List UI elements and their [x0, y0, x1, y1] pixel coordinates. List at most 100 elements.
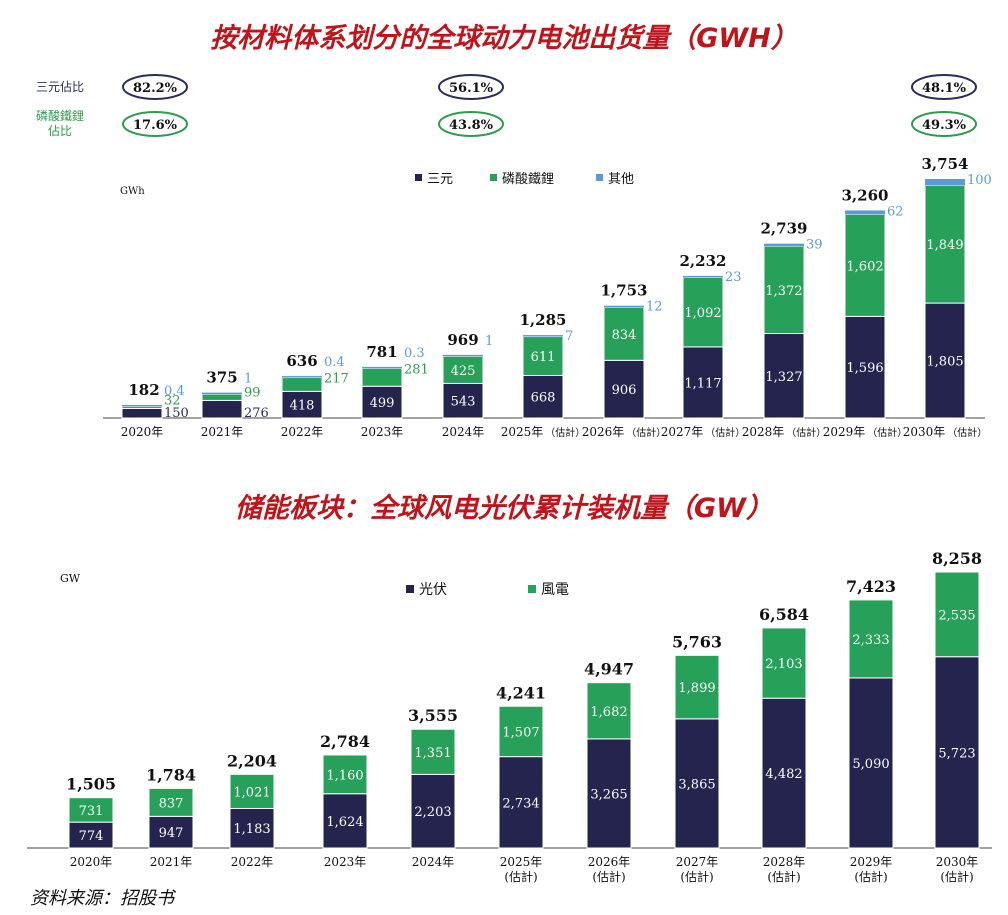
value-label-solar: 3,265	[590, 787, 627, 802]
bar-other	[362, 366, 402, 369]
total-label: 7,423	[846, 577, 896, 596]
value-label-ternary: 543	[451, 395, 476, 410]
bar-other	[523, 335, 563, 337]
total-label: 2,784	[320, 732, 370, 751]
category-sublabel: (估計)	[504, 869, 537, 883]
ternary-ratio-label: 三元佔比	[36, 80, 84, 94]
bar-wind	[586, 682, 632, 740]
legend-label: 光伏	[419, 582, 447, 598]
total-label: 781	[366, 343, 397, 361]
value-label-solar: 4,482	[765, 767, 802, 782]
bar-wind	[674, 654, 720, 720]
value-label-ternary: 1,805	[926, 355, 963, 370]
total-label: 375	[206, 369, 237, 387]
value-label-lfp: 834	[612, 328, 637, 343]
bar-solar	[498, 756, 544, 849]
category-label: 2025年 （估計）	[501, 425, 586, 439]
total-label: 182	[128, 381, 159, 399]
value-label-ternary: 150	[164, 406, 189, 421]
total-label: 8,258	[932, 549, 982, 568]
category-label: 2028年 （估計）	[742, 425, 827, 439]
bar-wind	[498, 705, 544, 758]
lfp-ratio-value: 43.8%	[449, 118, 494, 133]
total-label: 636	[286, 352, 317, 370]
category-label: 2029年	[850, 855, 893, 869]
ternary-ratio-oval	[122, 74, 188, 100]
category-sublabel: (估計)	[940, 869, 973, 883]
bar-solar	[761, 697, 807, 849]
ternary-ratio-oval	[911, 74, 977, 100]
lfp-ratio-value: 17.6%	[133, 118, 178, 133]
bar-solar	[68, 821, 114, 849]
ternary-ratio-value: 56.1%	[449, 81, 494, 96]
bar-ternary	[281, 390, 323, 419]
bar-ternary	[121, 407, 163, 419]
bar-lfp	[121, 405, 163, 409]
value-label-lfp: 425	[451, 364, 476, 379]
category-label: 2028年	[763, 855, 806, 869]
category-label: 2030年	[936, 855, 979, 869]
total-label: 1,505	[66, 775, 116, 794]
battery-shipments-chart: 三元佔比磷酸鐵鋰佔比82.2%17.6%56.1%43.8%48.1%49.3%…	[36, 74, 992, 439]
value-label-lfp: 611	[531, 350, 556, 365]
bar-other	[122, 404, 162, 407]
bar-wind	[848, 599, 894, 679]
category-label: 2025年	[500, 855, 543, 869]
value-label-wind: 1,160	[326, 768, 363, 783]
bar-other	[764, 243, 804, 247]
legend-label: 磷酸鐵鋰	[502, 171, 554, 187]
value-label-wind: 837	[159, 796, 184, 811]
bar-lfp	[844, 213, 886, 317]
bar-solar	[148, 815, 194, 849]
value-label-ternary: 499	[370, 396, 395, 411]
total-label: 5,763	[672, 632, 722, 651]
wind-solar-capacity-chart: GW 光伏 風電 774 731 1,505 2020年 947 837 1,784 2021年 1,…	[27, 549, 992, 883]
lfp-ratio-label-line1: 磷酸鐵鋰	[36, 108, 84, 123]
bar-wind	[229, 773, 275, 809]
y-unit-label: GW	[60, 572, 81, 585]
bar-lfp	[442, 355, 484, 384]
legend-swatch	[406, 585, 414, 593]
bar-wind	[934, 571, 980, 658]
bar-wind	[68, 797, 114, 823]
bar-solar	[229, 807, 275, 849]
legend-swatch	[490, 174, 497, 181]
value-label-other: 62	[887, 204, 904, 219]
category-label: 2022年	[281, 425, 324, 439]
bar-solar	[934, 656, 980, 849]
value-label-other: 0.3	[404, 346, 425, 361]
value-label-other: 23	[725, 270, 742, 285]
value-label-wind: 1,507	[502, 725, 539, 740]
category-label: 2021年	[150, 855, 193, 869]
bar-ternary	[201, 399, 243, 419]
value-label-lfp: 281	[404, 362, 429, 377]
value-label-solar: 5,090	[852, 757, 889, 772]
ternary-ratio-value: 48.1%	[922, 81, 967, 96]
category-label: 2023年	[324, 855, 367, 869]
lfp-ratio-oval	[911, 111, 977, 137]
bar-other	[925, 179, 965, 186]
category-label: 2021年	[201, 425, 244, 439]
value-label-lfp: 217	[324, 372, 349, 387]
value-label-lfp: 1,602	[846, 259, 883, 274]
y-unit-label: GWh	[120, 186, 145, 197]
category-label: 2029年 （估計）	[823, 425, 908, 439]
bar-lfp	[763, 245, 805, 335]
value-label-ternary: 418	[290, 399, 315, 414]
category-label: 2020年	[70, 855, 113, 869]
value-label-other: 0.4	[164, 384, 185, 399]
bar-ternary	[603, 359, 645, 419]
total-label: 1,285	[520, 311, 567, 329]
total-label: 1,784	[146, 765, 196, 784]
category-label: 2026年	[588, 855, 631, 869]
category-label: 2026年 （估計）	[582, 425, 667, 439]
value-label-solar: 1,183	[233, 822, 270, 837]
bar-solar	[410, 773, 456, 849]
total-label: 6,584	[759, 605, 809, 624]
source-note: 资料来源：招股书	[30, 888, 174, 909]
total-label: 2,232	[680, 252, 727, 270]
value-label-other: 100	[967, 173, 992, 188]
total-label: 2,204	[227, 751, 277, 770]
bar-ternary	[763, 333, 805, 419]
category-label: 2020年	[121, 425, 164, 439]
